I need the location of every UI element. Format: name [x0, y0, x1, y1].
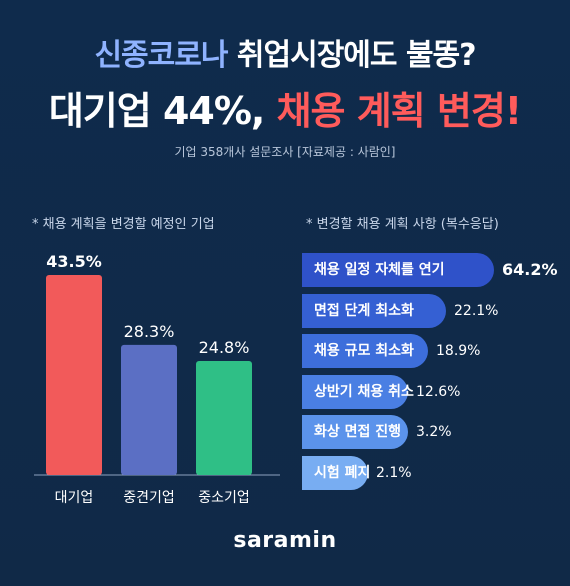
right-chart-title: * 변경할 채용 계획 사항 (복수응답) — [306, 217, 499, 232]
headline-highlight: 신종코로나 — [94, 38, 228, 73]
hbar-value-5: 3.2% — [416, 424, 452, 440]
bar-value-label-2: 28.3% — [124, 322, 175, 341]
category-label-3: 중소기업 — [198, 490, 250, 506]
headline-red: 채용 계획 변경! — [264, 89, 523, 133]
left-bar-chart: 43.5% 대기업 28.3% 중견기업 24.8% 중소기업 — [34, 252, 280, 506]
hbar-value-3: 18.9% — [436, 343, 481, 359]
bar-2 — [121, 344, 177, 475]
hbar-label-6: 시험 폐지 — [314, 464, 371, 481]
hbar-4: 상반기 채용 취소 — [302, 374, 414, 409]
headline-line-1: 신종코로나 취업시장에도 불똥? — [0, 30, 570, 74]
headline-line-2: 대기업 44%, 채용 계획 변경! — [0, 80, 570, 135]
hbar-label-2: 면접 단계 최소화 — [314, 302, 414, 319]
bar-3 — [196, 360, 252, 475]
hbar-value-2: 22.1% — [454, 302, 499, 319]
headline-rest: 취업시장에도 불똥? — [227, 38, 477, 73]
bar-value-label-1: 43.5% — [46, 252, 102, 271]
category-label-1: 대기업 — [55, 490, 94, 506]
hbar-value-6: 2.1% — [376, 464, 412, 481]
hbar-value-1: 64.2% — [502, 260, 558, 279]
bar-value-label-3: 24.8% — [199, 338, 250, 357]
hbar-2: 면접 단계 최소화 — [302, 293, 446, 328]
hbar-label-5: 화상 면접 진행 — [314, 424, 402, 440]
category-label-2: 중견기업 — [123, 490, 175, 506]
bar-1 — [46, 275, 102, 475]
headline-white: 대기업 44%, — [48, 89, 266, 133]
hbar-value-4: 12.6% — [416, 383, 461, 400]
hbar-5: 화상 면접 진행 — [302, 415, 408, 449]
hbar-3: 채용 규모 최소화 — [302, 334, 428, 368]
hbar-label-4: 상반기 채용 취소 — [314, 383, 414, 400]
hbar-label-1: 채용 일정 자체를 연기 — [314, 262, 445, 278]
hbar-label-3: 채용 규모 최소화 — [314, 343, 414, 359]
hbar-1: 채용 일정 자체를 연기 — [302, 253, 494, 287]
left-chart-title: * 채용 계획을 변경할 예정인 기업 — [32, 217, 215, 232]
saramin-logo: saramin — [233, 528, 337, 553]
hbar-6: 시험 폐지 — [302, 455, 371, 490]
source-note: 기업 358개사 설문조사 [자료제공 : 사람인] — [174, 145, 396, 159]
